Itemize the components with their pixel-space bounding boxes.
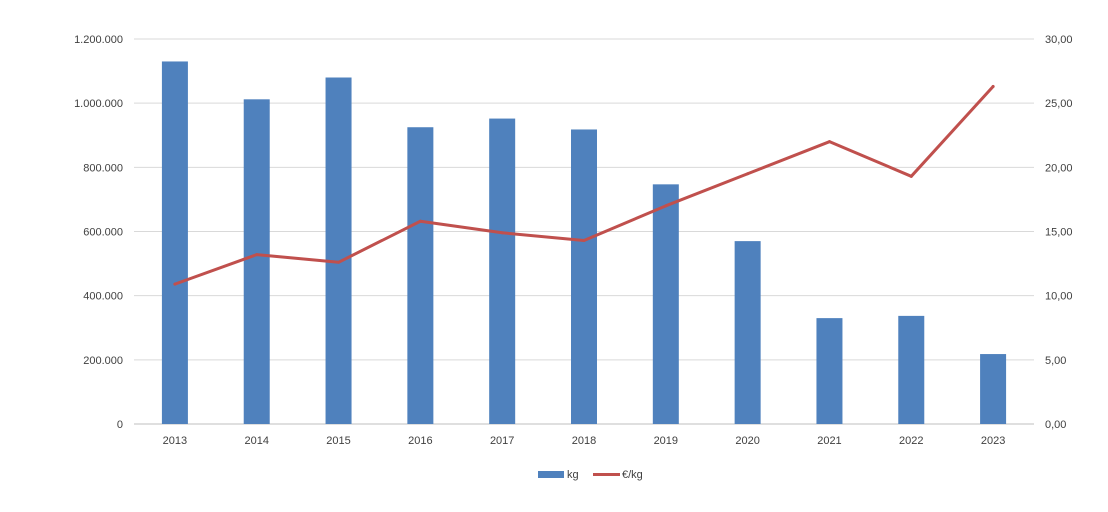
bar-2014 (243, 99, 270, 425)
line-point-2019 (664, 204, 668, 208)
right-axis-ticks: 0,00 5,00 10,00 15,00 20,00 25,00 30,00 (1045, 34, 1073, 431)
bar-2015 (325, 77, 352, 424)
x-tick-label: 2018 (572, 435, 596, 447)
line-series-eur-per-kg (173, 84, 995, 286)
x-tick-label: 2017 (490, 435, 514, 447)
line-point-2013 (173, 282, 177, 286)
right-tick-label: 5,00 (1045, 355, 1066, 367)
line-point-2018 (582, 238, 586, 242)
bar-2013 (161, 61, 188, 424)
x-axis-ticks: 2013 2014 2015 2016 2017 2018 2019 2020 2021 2022… (163, 435, 1006, 447)
bar-2021 (816, 318, 843, 424)
right-tick-label: 30,00 (1045, 34, 1073, 46)
x-tick-label: 2013 (163, 435, 187, 447)
left-axis-ticks: 0 200.000 400.000 600.000 800.000 1.000.000 1.… (74, 34, 123, 431)
legend: kg €/kg (538, 469, 643, 481)
left-tick-label: 200.000 (83, 355, 123, 367)
line-point-2016 (418, 219, 422, 223)
bar-2022 (898, 315, 925, 424)
left-tick-label: 0 (117, 419, 123, 431)
line-point-2015 (337, 260, 341, 264)
x-tick-label: 2016 (408, 435, 432, 447)
bar-2020 (734, 241, 761, 424)
bar-2018 (571, 129, 597, 424)
line-point-2017 (500, 231, 504, 235)
line-point-2020 (746, 172, 750, 176)
right-tick-label: 10,00 (1045, 291, 1073, 303)
line-point-2022 (909, 174, 913, 178)
line-point-2023 (991, 84, 995, 88)
right-tick-label: 15,00 (1045, 227, 1073, 239)
bar-2016 (407, 127, 434, 425)
legend-swatch-kg (538, 471, 564, 478)
bar-series-kg (161, 61, 1007, 425)
left-tick-label: 400.000 (83, 291, 123, 303)
left-tick-label: 600.000 (83, 227, 123, 239)
bar-2023 (980, 354, 1007, 424)
left-tick-label: 800.000 (83, 162, 123, 174)
x-tick-label: 2022 (899, 435, 923, 447)
legend-label-eur-per-kg: €/kg (622, 469, 643, 481)
legend-label-kg: kg (567, 469, 579, 481)
bar-2017 (489, 118, 516, 425)
left-tick-label: 1.200.000 (74, 34, 123, 46)
bar-2019 (652, 184, 679, 424)
right-tick-label: 0,00 (1045, 419, 1066, 431)
x-tick-label: 2023 (981, 435, 1005, 447)
x-tick-label: 2020 (735, 435, 759, 447)
left-tick-label: 1.000.000 (74, 98, 123, 110)
right-tick-label: 20,00 (1045, 162, 1073, 174)
line-point-2014 (255, 253, 259, 257)
x-tick-label: 2021 (817, 435, 841, 447)
line-point-2021 (827, 140, 831, 144)
right-tick-label: 25,00 (1045, 98, 1073, 110)
x-tick-label: 2014 (244, 435, 268, 447)
x-tick-label: 2015 (326, 435, 350, 447)
x-tick-label: 2019 (654, 435, 678, 447)
